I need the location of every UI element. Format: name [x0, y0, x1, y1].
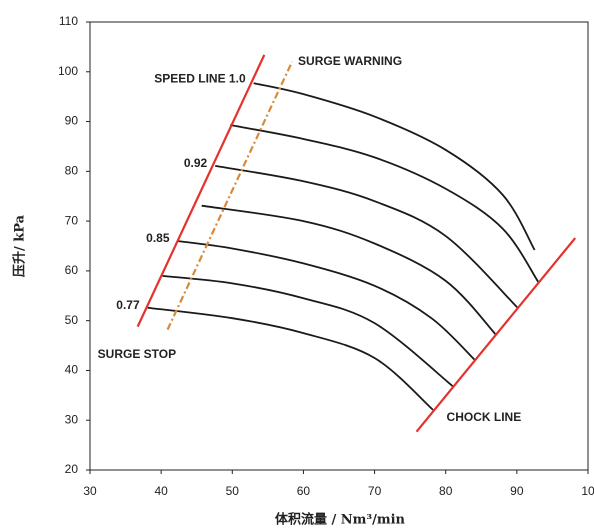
y-axis-label: 压升/ kPa: [12, 214, 28, 277]
x-tick-label: 10: [581, 484, 594, 498]
series-line: [415, 237, 577, 433]
x-tick-label: 40: [154, 484, 168, 498]
annotation: SPEED LINE 1.0: [154, 71, 246, 85]
y-tick-label: 90: [65, 114, 79, 128]
annotation: 0.77: [116, 298, 140, 312]
x-tick-label: 90: [510, 484, 524, 498]
series-line: [147, 306, 434, 411]
y-tick-label: 110: [59, 14, 78, 28]
y-tick-label: 40: [65, 363, 79, 377]
x-tick-label: 30: [83, 484, 97, 498]
warning-line: [166, 61, 294, 331]
x-tick-label: 50: [226, 484, 240, 498]
series-line: [136, 54, 266, 328]
y-tick-label: 60: [65, 263, 79, 277]
x-tick-label: 80: [439, 484, 453, 498]
annotation: 0.92: [184, 156, 208, 170]
y-tick-label: 80: [65, 164, 79, 178]
annotation: SURGE WARNING: [298, 54, 402, 68]
x-tick-label: 70: [368, 484, 382, 498]
series-line: [229, 124, 539, 283]
series-line: [162, 274, 455, 388]
plot-frame: [89, 21, 589, 471]
y-tick-label: 50: [65, 313, 79, 327]
annotation: 0.85: [146, 231, 170, 245]
y-tick-label: 20: [65, 462, 79, 476]
y-tick-label: 30: [65, 412, 79, 426]
series-line: [201, 204, 497, 336]
y-tick-label: 100: [58, 64, 78, 78]
annotation: SURGE STOP: [98, 347, 176, 361]
series-line: [253, 82, 536, 251]
y-tick-label: 70: [65, 213, 79, 227]
series-line: [215, 164, 519, 309]
x-tick-label: 60: [297, 484, 311, 498]
series-line: [177, 240, 476, 361]
annotation: CHOCK LINE: [447, 410, 522, 424]
x-axis-label: 体积流量 / Nm³/min: [275, 512, 406, 528]
